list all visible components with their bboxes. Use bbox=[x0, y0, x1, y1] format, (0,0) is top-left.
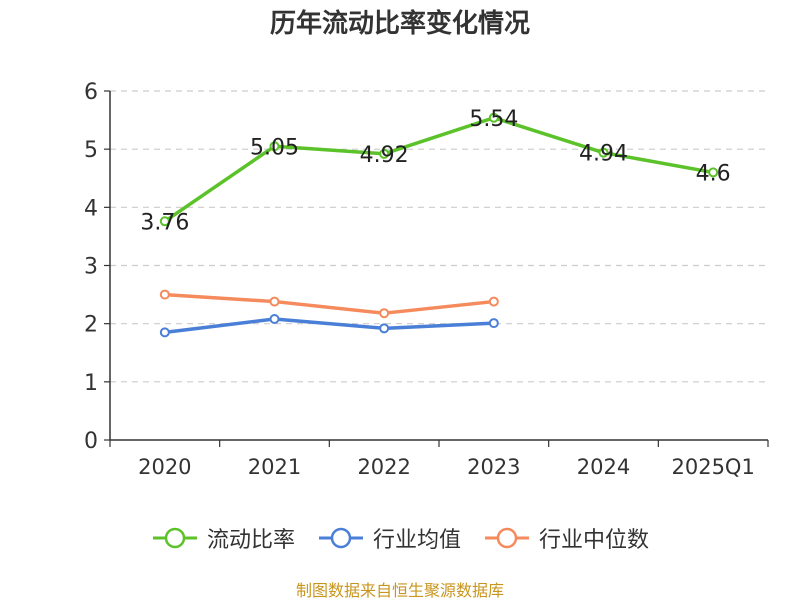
data-point bbox=[488, 318, 499, 329]
data-point bbox=[488, 112, 499, 123]
data-label: 3.76 bbox=[140, 210, 189, 235]
data-source-note: 制图数据来自恒生聚源数据库 bbox=[295, 581, 504, 600]
y-tick-label: 1 bbox=[84, 371, 98, 396]
legend-item-industry-median[interactable]: 行业中位数 bbox=[483, 522, 649, 554]
x-tick-label: 2025Q1 bbox=[671, 455, 754, 479]
data-point bbox=[269, 296, 280, 307]
legend-item-current-ratio[interactable]: 流动比率 bbox=[151, 522, 295, 554]
y-tick-label: 5 bbox=[84, 138, 98, 163]
legend-line-marker-icon bbox=[152, 527, 197, 549]
data-point bbox=[379, 323, 390, 334]
data-point bbox=[159, 327, 170, 338]
data-point bbox=[488, 296, 499, 307]
series-line-1 bbox=[164, 317, 494, 335]
legend-item-industry-mean[interactable]: 行业均值 bbox=[317, 522, 461, 554]
legend-label: 流动比率 bbox=[206, 528, 295, 553]
data-point bbox=[269, 141, 280, 152]
data-label: 4.92 bbox=[360, 143, 409, 168]
legend-label: 行业均值 bbox=[372, 528, 461, 553]
legend-label: 行业中位数 bbox=[539, 528, 650, 553]
data-point bbox=[708, 167, 719, 178]
series-line-0 bbox=[163, 116, 714, 223]
data-point bbox=[269, 314, 280, 325]
data-point bbox=[159, 289, 170, 300]
x-tick-label: 2021 bbox=[248, 455, 301, 479]
legend-line-marker-icon bbox=[485, 527, 529, 549]
x-tick-label: 2022 bbox=[357, 455, 410, 479]
y-tick-label: 2 bbox=[84, 313, 98, 338]
chart-legend: 流动比率 行业均值 行业中位数 bbox=[0, 518, 800, 558]
y-tick-label: 6 bbox=[84, 80, 98, 105]
legend-line-marker-icon bbox=[318, 527, 363, 549]
x-tick-label: 2024 bbox=[577, 455, 630, 479]
x-tick-label: 2023 bbox=[467, 455, 520, 479]
data-point bbox=[598, 147, 609, 158]
data-point bbox=[379, 148, 390, 159]
data-point bbox=[159, 216, 170, 227]
series-line-2 bbox=[164, 292, 495, 315]
data-label: 4.6 bbox=[696, 161, 731, 186]
chart-title: 历年流动比率变化情况 bbox=[269, 9, 530, 39]
data-label: 5.54 bbox=[469, 107, 518, 132]
data-label: 4.94 bbox=[579, 142, 628, 167]
y-tick-label: 4 bbox=[84, 196, 98, 221]
y-tick-label: 3 bbox=[84, 255, 98, 280]
x-tick-label: 2020 bbox=[138, 455, 191, 479]
y-tick-label: 0 bbox=[84, 429, 98, 454]
data-label: 5.05 bbox=[250, 135, 299, 160]
data-point bbox=[379, 308, 390, 319]
